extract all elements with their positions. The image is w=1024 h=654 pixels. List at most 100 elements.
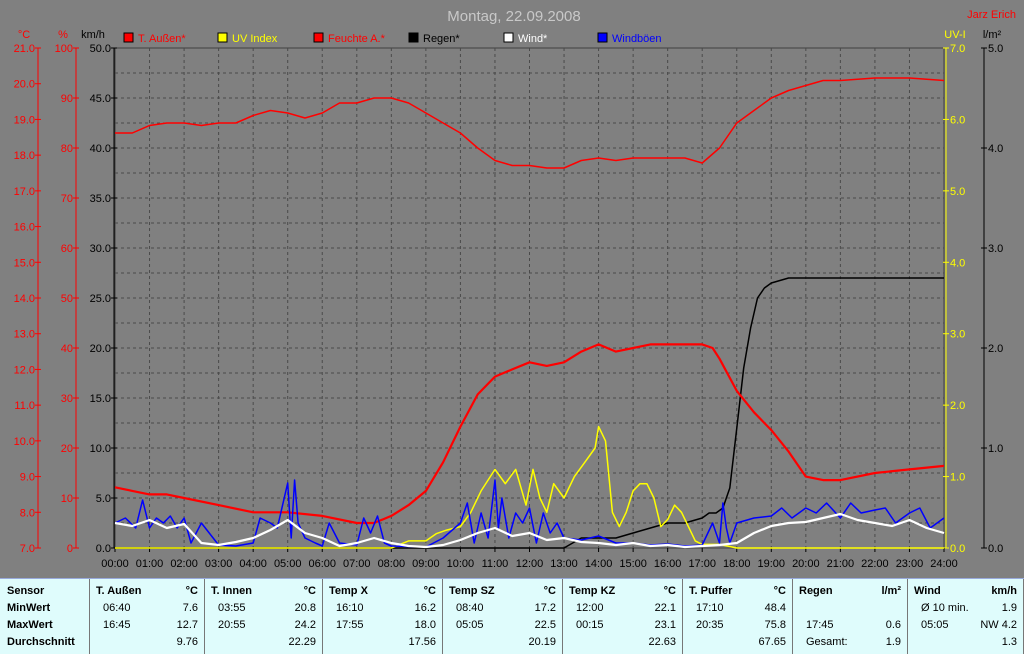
stats-value: 7.6	[182, 602, 198, 614]
uv-tick-label: 4.0	[950, 257, 965, 269]
rain-tick-label: 0.0	[988, 543, 1003, 555]
stats-value: 24.2	[294, 619, 316, 631]
x-tick-label: 07:00	[343, 558, 371, 570]
legend-swatch	[503, 32, 514, 43]
stats-row: 17:55 18.0	[323, 619, 442, 636]
stats-value: 22.1	[654, 602, 676, 614]
stats-col-regen: Regen l/m² 17:45 0.6 Gesamt: 1.9	[793, 579, 908, 654]
stats-col-temp_x: Temp X °C 16:10 16.2 17:55 18.0 17.56	[323, 579, 443, 654]
x-tick-label: 11:00	[482, 558, 509, 570]
stats-time: 17:55	[336, 619, 364, 631]
legend-swatch	[217, 32, 228, 43]
hum-tick-label: 10	[61, 493, 73, 505]
stats-row: 67.65	[683, 636, 792, 653]
stats-value: 75.8	[764, 619, 786, 631]
stats-header: T. Puffer °C	[683, 585, 792, 602]
stats-row: 16:45 12.7	[90, 619, 204, 636]
stats-col-unit: °C	[663, 585, 676, 597]
stats-col-unit: °C	[185, 585, 198, 597]
series-line-tauen	[114, 343, 945, 525]
legend-swatch	[313, 32, 324, 43]
temp-unit-label: °C	[18, 29, 30, 41]
hum-tick-label: 30	[61, 393, 73, 405]
stats-row: 17.56	[323, 636, 442, 653]
stats-row: Durchschnitt	[0, 636, 89, 653]
stats-header: Sensor	[0, 585, 89, 602]
legend-label: T. Außen*	[138, 33, 186, 45]
stats-col-unit: °C	[543, 585, 556, 597]
series-layer	[114, 77, 945, 549]
stats-value: NW 4.2	[980, 619, 1017, 631]
stats-col-t_innen: T. Innen °C 03:55 20.8 20:55 24.2 22.29	[205, 579, 323, 654]
stats-row: 22.29	[205, 636, 322, 653]
temp-tick-label: 10.0	[14, 436, 35, 448]
legend: T. Außen* UV Index Feuchte A.* Regen* Wind* W…	[123, 32, 662, 45]
stats-row: 08:40 17.2	[443, 602, 562, 619]
stats-row: 12:00 22.1	[563, 602, 682, 619]
stats-header: Temp SZ °C	[443, 585, 562, 602]
uv-unit-label: UV-I	[944, 29, 965, 41]
stats-value: 9.76	[176, 636, 198, 648]
stats-value: 17.56	[408, 636, 436, 648]
x-tick-label: 01:00	[136, 558, 164, 570]
rain-tick-label: 4.0	[988, 143, 1003, 155]
stats-value: 17.2	[534, 602, 556, 614]
stats-row: MaxWert	[0, 619, 89, 636]
x-tick-label: 18:00	[723, 558, 751, 570]
stats-col-title: Temp X	[329, 585, 368, 597]
stats-label: MaxWert	[7, 619, 53, 631]
x-tick-label: 15:00	[619, 558, 647, 570]
stats-value: 0.6	[885, 619, 901, 631]
stats-time: 20:55	[218, 619, 246, 631]
series-line-feuchtea	[115, 77, 945, 169]
rain-tick-label: 5.0	[988, 43, 1003, 55]
x-tick-label: 22:00	[861, 558, 889, 570]
wind-tick-label: 15.0	[90, 393, 111, 405]
stats-col-title: Regen	[799, 585, 833, 597]
hum-tick-label: 90	[61, 93, 73, 105]
stats-col-unit: km/h	[991, 585, 1017, 597]
uv-tick-label: 0.0	[950, 543, 965, 555]
stats-col-title: T. Puffer	[689, 585, 733, 597]
legend-swatch	[597, 32, 608, 43]
x-tick-label: 17:00	[688, 558, 716, 570]
temp-tick-label: 21.0	[14, 43, 35, 55]
rain-tick-label: 1.0	[988, 443, 1003, 455]
x-tick-label: 16:00	[654, 558, 682, 570]
stats-row: 05:05 NW 4.2	[908, 619, 1023, 636]
wind-tick-label: 50.0	[90, 43, 111, 55]
stats-time: 05:05	[921, 619, 949, 631]
stats-table: Sensor MinWert MaxWert Durchschnitt T. Außen…	[0, 578, 1024, 654]
gridlines	[115, 48, 944, 548]
stats-col-t_puffer: T. Puffer °C 17:10 48.4 20:35 75.8 67.65	[683, 579, 793, 654]
legend-label: Regen*	[423, 33, 460, 45]
temp-tick-label: 20.0	[14, 79, 35, 91]
x-tick-label: 09:00	[412, 558, 440, 570]
wind-tick-label: 35.0	[90, 193, 111, 205]
stats-col-wind: Wind km/h Ø 10 min. 1.9 05:05 NW 4.2 1.3	[908, 579, 1024, 654]
stats-row: 17:45 0.6	[793, 619, 907, 636]
stats-time: 20:35	[696, 619, 724, 631]
rain-tick-label: 3.0	[988, 243, 1003, 255]
hum-unit-label: %	[58, 29, 68, 41]
legend-label: Feuchte A.*	[328, 33, 386, 45]
stats-col-title: T. Innen	[211, 585, 252, 597]
stats-col-title: Temp KZ	[569, 585, 616, 597]
stats-col-temp_sz: Temp SZ °C 08:40 17.2 05:05 22.5 20.19	[443, 579, 563, 654]
stats-header: T. Innen °C	[205, 585, 322, 602]
hum-tick-label: 20	[61, 443, 73, 455]
x-tick-label: 04:00	[239, 558, 267, 570]
author-label: Jarz Erich	[967, 9, 1016, 21]
temp-tick-label: 14.0	[14, 293, 35, 305]
stats-label: Durchschnitt	[7, 636, 75, 648]
stats-time: 00:15	[576, 619, 604, 631]
x-tick-label: 24:00	[930, 558, 958, 570]
x-tick-label: 12:00	[516, 558, 544, 570]
stats-row: Ø 10 min. 1.9	[908, 602, 1023, 619]
x-tick-label: 08:00	[378, 558, 406, 570]
stats-col-temp_kz: Temp KZ °C 12:00 22.1 00:15 23.1 22.63	[563, 579, 683, 654]
stats-time: 08:40	[456, 602, 484, 614]
stats-time: 12:00	[576, 602, 604, 614]
temp-tick-label: 8.0	[20, 507, 35, 519]
stats-time: 06:40	[103, 602, 131, 614]
